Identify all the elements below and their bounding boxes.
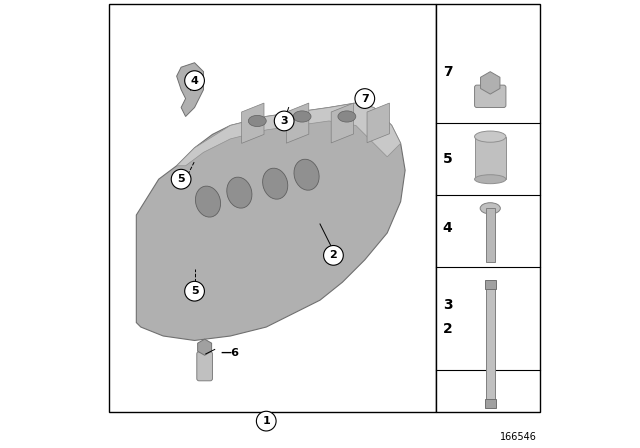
Text: 1: 1 [262, 416, 270, 426]
Text: 3: 3 [443, 297, 452, 312]
Ellipse shape [294, 159, 319, 190]
Text: 5: 5 [191, 286, 198, 296]
Circle shape [257, 411, 276, 431]
Ellipse shape [262, 168, 288, 199]
Text: 7: 7 [443, 65, 452, 79]
Text: 2: 2 [443, 322, 452, 336]
Ellipse shape [293, 111, 311, 122]
Polygon shape [332, 103, 354, 143]
FancyBboxPatch shape [475, 137, 506, 179]
FancyBboxPatch shape [197, 352, 212, 381]
Bar [436, 4, 540, 412]
Text: 2: 2 [330, 250, 337, 260]
Circle shape [275, 111, 294, 131]
Text: 5: 5 [443, 152, 452, 166]
FancyBboxPatch shape [486, 282, 495, 408]
Circle shape [185, 281, 204, 301]
FancyBboxPatch shape [485, 280, 495, 289]
FancyBboxPatch shape [486, 208, 495, 262]
Text: 166546: 166546 [500, 432, 538, 442]
Bar [109, 4, 436, 412]
Ellipse shape [248, 116, 266, 127]
Ellipse shape [195, 186, 221, 217]
Text: 4: 4 [191, 76, 198, 86]
Circle shape [324, 246, 343, 265]
Polygon shape [287, 103, 309, 143]
Polygon shape [367, 103, 389, 142]
Polygon shape [177, 103, 401, 166]
Text: 4: 4 [443, 221, 452, 236]
FancyBboxPatch shape [475, 85, 506, 108]
Polygon shape [177, 63, 204, 116]
Circle shape [172, 169, 191, 189]
Circle shape [185, 71, 204, 90]
Ellipse shape [227, 177, 252, 208]
Ellipse shape [474, 131, 506, 142]
FancyBboxPatch shape [485, 399, 495, 408]
Text: —6: —6 [221, 348, 239, 358]
Circle shape [355, 89, 374, 108]
Ellipse shape [474, 175, 506, 184]
Text: 7: 7 [361, 94, 369, 103]
Text: 3: 3 [280, 116, 288, 126]
Ellipse shape [338, 111, 356, 122]
Text: 5: 5 [177, 174, 185, 184]
Polygon shape [241, 103, 264, 143]
Ellipse shape [480, 202, 500, 214]
Polygon shape [136, 103, 405, 340]
